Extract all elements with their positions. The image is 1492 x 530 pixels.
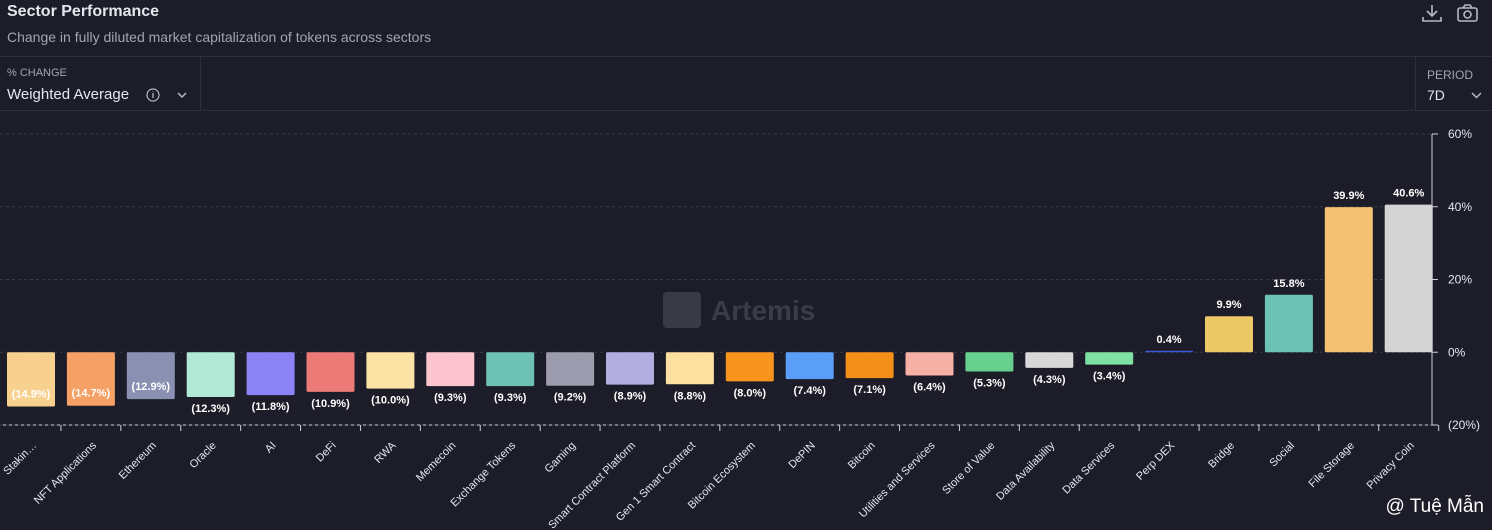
- x-tick-label: Perp DEX: [1134, 439, 1178, 483]
- metric-label: % CHANGE: [7, 67, 67, 79]
- bar: [1025, 352, 1074, 368]
- x-tick-label: Bitcoin Ecosystem: [686, 440, 758, 512]
- bar: [66, 352, 115, 406]
- period-select[interactable]: 7D: [1427, 87, 1445, 103]
- y-tick-label: 60%: [1448, 127, 1472, 141]
- bar: [306, 352, 355, 392]
- value-label: (7.4%): [793, 385, 826, 397]
- bar: [1205, 316, 1253, 353]
- x-tick-label: Data Availability: [994, 439, 1058, 503]
- value-label: 40.6%: [1393, 188, 1424, 200]
- value-label: (8.8%): [674, 390, 707, 402]
- value-label: 15.8%: [1273, 278, 1304, 290]
- x-tick-label: Stakin…: [1, 440, 39, 478]
- value-label: (11.8%): [252, 401, 290, 413]
- bar: [186, 352, 235, 397]
- x-tick-label: Data Services: [1060, 439, 1117, 496]
- value-label: (4.3%): [1033, 374, 1066, 386]
- bar: [7, 352, 55, 407]
- watermark: Artemis: [711, 295, 815, 326]
- bar: [426, 352, 475, 387]
- value-label: (12.9%): [132, 381, 171, 393]
- x-tick-label: DePIN: [786, 440, 817, 471]
- x-tick-label: AI: [263, 440, 279, 456]
- value-label: (8.9%): [614, 391, 647, 403]
- bar: [546, 352, 595, 386]
- bar: [665, 352, 714, 385]
- x-tick-label: Gaming: [542, 440, 578, 476]
- period-label: PERIOD: [1427, 68, 1474, 82]
- bar: [486, 352, 535, 387]
- y-tick-label: 0%: [1448, 345, 1466, 359]
- x-tick-label: DeFi: [314, 440, 339, 465]
- value-label: 9.9%: [1216, 299, 1241, 311]
- x-tick-label: RWA: [372, 439, 399, 466]
- value-label: (14.7%): [72, 388, 111, 400]
- title: Sector Performance: [7, 3, 160, 20]
- x-tick-label: Ethereum: [117, 440, 159, 482]
- metric-select[interactable]: Weighted Average: [7, 86, 130, 103]
- period-caret[interactable]: [1470, 88, 1484, 102]
- value-label: (3.4%): [1093, 371, 1126, 383]
- x-tick-label: Oracle: [187, 440, 218, 471]
- x-tick-label: Store of Value: [940, 440, 997, 497]
- value-label: (10.9%): [311, 398, 350, 410]
- bar: [1264, 294, 1313, 353]
- value-label: 39.9%: [1333, 190, 1364, 202]
- value-label: (14.9%): [12, 388, 51, 400]
- bar: [1085, 352, 1134, 365]
- bar: [606, 352, 654, 385]
- x-tick-label: Social: [1267, 440, 1297, 470]
- bar: [845, 352, 894, 379]
- credit: @ Tuệ Mẫn: [1386, 495, 1485, 517]
- x-tick-label: File Storage: [1306, 440, 1356, 490]
- bar: [246, 352, 295, 396]
- value-label: (8.0%): [734, 387, 767, 399]
- value-label: (12.3%): [191, 403, 230, 415]
- bar: [1145, 350, 1194, 353]
- x-tick-label: Exchange Tokens: [449, 439, 519, 509]
- toolbar-icons[interactable]: [1420, 2, 1482, 24]
- y-tick-label: 20%: [1448, 273, 1472, 287]
- bar: [1384, 204, 1433, 353]
- x-tick-label: Privacy Coin: [1365, 440, 1417, 492]
- value-label: (9.3%): [494, 392, 527, 404]
- y-tick-label: (20%): [1448, 418, 1480, 432]
- bar: [126, 352, 175, 400]
- value-label: (7.1%): [853, 384, 886, 396]
- value-label: (6.4%): [913, 382, 946, 394]
- bar: [905, 352, 954, 376]
- metric-icons[interactable]: [144, 86, 192, 104]
- watermark-logo: [663, 292, 701, 328]
- bar: [1324, 207, 1373, 353]
- value-label: 0.4%: [1157, 334, 1182, 346]
- x-tick-label: NFT Applications: [32, 439, 99, 506]
- bar: [725, 352, 774, 382]
- subtitle: Change in fully diluted market capitaliz…: [7, 29, 432, 45]
- value-label: (9.3%): [434, 392, 467, 404]
- bar: [965, 352, 1014, 372]
- value-label: (10.0%): [371, 395, 410, 407]
- x-tick-label: Bridge: [1206, 440, 1237, 471]
- value-label: (5.3%): [973, 378, 1006, 390]
- x-tick-label: Bitcoin: [846, 440, 878, 472]
- bar: [366, 352, 415, 389]
- value-label: (9.2%): [554, 392, 587, 404]
- bar: [785, 352, 834, 380]
- y-tick-label: 40%: [1448, 200, 1472, 214]
- x-tick-label: Memecoin: [414, 440, 458, 484]
